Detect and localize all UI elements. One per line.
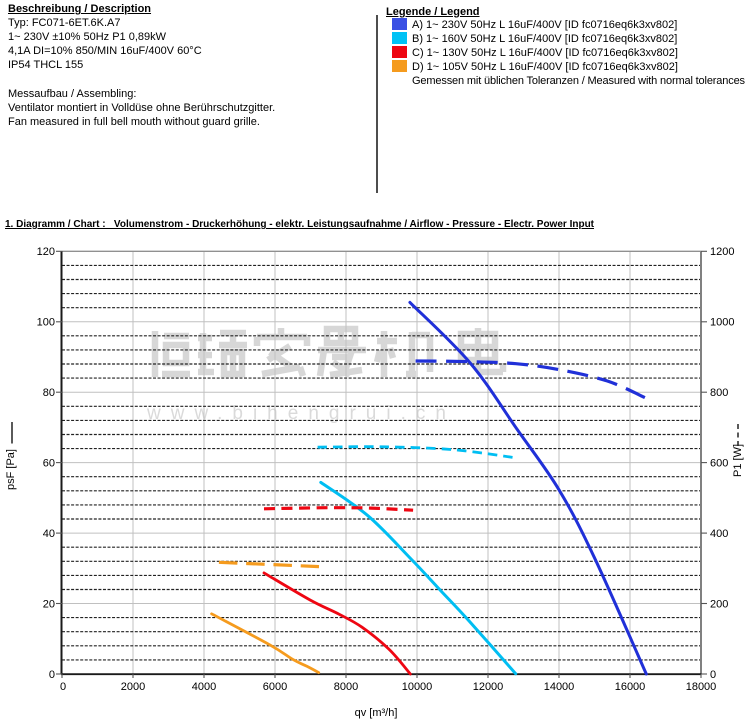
svg-text:80: 80 — [43, 387, 55, 399]
svg-text:18000: 18000 — [686, 681, 717, 693]
svg-text:8000: 8000 — [334, 681, 358, 693]
svg-text:6000: 6000 — [263, 681, 287, 693]
svg-text:qv [m³/h]: qv [m³/h] — [355, 707, 398, 719]
svg-text:60: 60 — [43, 457, 55, 469]
svg-text:1000: 1000 — [710, 317, 734, 329]
svg-text:10000: 10000 — [402, 681, 433, 693]
svg-text:20: 20 — [43, 598, 55, 610]
svg-text:100: 100 — [37, 317, 55, 329]
svg-text:12000: 12000 — [473, 681, 504, 693]
svg-text:14000: 14000 — [544, 681, 575, 693]
svg-text:P1 [W]: P1 [W] — [732, 444, 744, 477]
svg-text:800: 800 — [710, 387, 728, 399]
svg-text:120: 120 — [37, 246, 55, 258]
svg-text:2000: 2000 — [121, 681, 145, 693]
svg-text:400: 400 — [710, 528, 728, 540]
svg-text:40: 40 — [43, 528, 55, 540]
svg-text:4000: 4000 — [192, 681, 216, 693]
svg-text:www.bihengrui.cn: www.bihengrui.cn — [146, 403, 456, 424]
svg-text:0: 0 — [60, 681, 66, 693]
svg-text:200: 200 — [710, 598, 728, 610]
svg-text:16000: 16000 — [615, 681, 646, 693]
svg-text:600: 600 — [710, 457, 728, 469]
svg-text:1200: 1200 — [710, 246, 734, 258]
svg-text:0: 0 — [710, 669, 716, 681]
svg-text:0: 0 — [49, 669, 55, 681]
svg-text:psF [Pa]: psF [Pa] — [5, 449, 17, 490]
